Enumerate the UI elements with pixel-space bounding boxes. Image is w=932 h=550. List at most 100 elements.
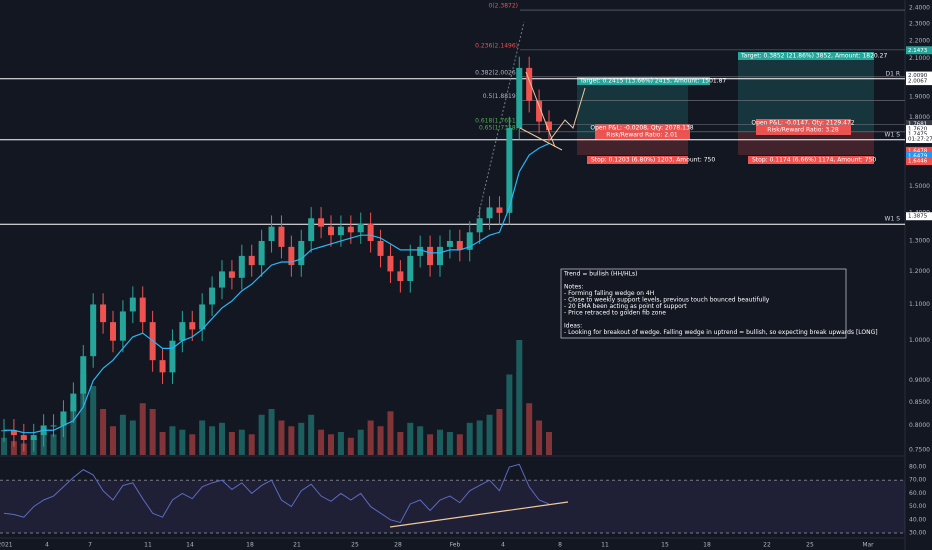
date-tick-label: Feb (450, 542, 461, 549)
candle-body (367, 223, 374, 241)
fib-label: 0(2.3872) (489, 3, 519, 10)
pnl-label-bg (756, 119, 851, 135)
price-tick-label: 2.4000 (909, 5, 930, 12)
fib-trend (477, 21, 525, 218)
volume-bar (100, 409, 107, 455)
candle-body (10, 430, 17, 436)
candle-body (476, 218, 483, 233)
price-tick-label: 1.0000 (909, 337, 930, 344)
price-badge-bg (906, 135, 932, 144)
note-line: - Looking for breakout of wedge. Falling… (564, 329, 878, 336)
volume-bar (228, 432, 235, 455)
volume-bar (456, 434, 463, 455)
candle-body (397, 271, 404, 282)
candle-body (209, 287, 216, 305)
candle-body (258, 240, 265, 266)
volume-bar (278, 420, 285, 455)
candle-body (318, 218, 325, 227)
price-badge-bg (906, 77, 932, 86)
price-tick-label: 1.2000 (909, 268, 930, 275)
candle-body (357, 223, 364, 233)
price-badge: 1.7475 (908, 132, 928, 138)
volume-bar (407, 422, 414, 455)
candle-body (536, 100, 543, 122)
volume-bar (536, 420, 543, 455)
note-line: Ideas: (564, 323, 582, 330)
stop-label: Stop: 0.1174 (6.66%) 1174, Amount: 750 (752, 157, 876, 164)
volume-bar (328, 434, 334, 455)
date-tick-label: 7 (88, 542, 92, 549)
price-tick-label: 0.8000 (909, 422, 930, 429)
volume-bar (60, 420, 67, 455)
volume-bar (268, 409, 275, 455)
volume-bar (357, 429, 364, 455)
volume-bar (466, 422, 473, 455)
price-badge-bg (906, 46, 932, 55)
candle-body (546, 121, 552, 131)
candle-body (139, 297, 146, 323)
rsi-tick-label: 60.00 (909, 490, 926, 497)
price-badge: 1.6479 (908, 153, 928, 159)
stop-label: Stop: 0.1203 (6.80%) 1203, Amount: 750 (591, 157, 715, 164)
price-badge: 1.3875 (908, 214, 928, 220)
stop-label-bg (587, 156, 688, 164)
volume-bar (50, 434, 57, 455)
volume-bar (258, 414, 265, 455)
date-tick-label: 11 (601, 542, 609, 549)
candle-body (437, 246, 443, 266)
volume-bar (189, 434, 196, 455)
note-line: - Price retraced to golden fib zone (564, 310, 666, 317)
note-line: Trend = bullish (HH/HLs) (563, 271, 637, 278)
price-tick-label: 0.8500 (909, 399, 930, 406)
price-tick-label: 1.8000 (909, 114, 930, 121)
price-badge: 1.6446 (908, 159, 928, 165)
volume-bar (80, 374, 87, 455)
date-tick-label: 4 (45, 542, 49, 549)
volume-bar (219, 422, 225, 455)
candle-body (30, 435, 37, 440)
volume-bar (417, 426, 424, 455)
volume-bar (526, 403, 533, 455)
date-tick-label: 14 (186, 542, 194, 549)
target-label-bg (738, 52, 874, 60)
price-badge-bg (906, 130, 932, 139)
candle-body (466, 232, 473, 250)
note-line: - Forming falling wedge on 4H (564, 290, 654, 297)
wedge-upper (525, 71, 556, 148)
date-tick-label: 25 (806, 542, 814, 549)
candle-body (129, 297, 136, 312)
date-tick-label: 25 (351, 542, 359, 549)
candle-body (189, 322, 196, 330)
date-tick-label: 18 (703, 542, 711, 549)
rsi-tick-label: 70.00 (909, 477, 926, 484)
price-badge: 2.1473 (908, 48, 928, 54)
candle-body (377, 240, 384, 256)
volume-bar (1, 437, 7, 455)
price-badge-bg (906, 157, 932, 166)
rsi-band (0, 480, 905, 533)
candle-body (278, 226, 285, 247)
volume-bar (347, 437, 354, 455)
candle-body (179, 322, 186, 341)
candle-body (50, 425, 57, 427)
volume-bar (298, 422, 305, 455)
volume-bar (387, 411, 394, 455)
candle-body (506, 128, 513, 213)
volume-bar (70, 403, 77, 455)
candle-body (169, 340, 176, 373)
price-tick-label: 1.1000 (909, 301, 930, 308)
rsi-tick-label: 80.00 (909, 464, 926, 471)
volume-bar (496, 409, 503, 455)
price-badge-bg (906, 151, 932, 160)
date-tick-label: 18 (246, 542, 254, 549)
candle-body (446, 240, 453, 247)
price-badge: 01:27:27 (908, 137, 932, 143)
date-tick-label: Mar (862, 542, 874, 549)
rr-label: Risk/Reward Ratio: 2.01 (606, 132, 678, 139)
volume-bar (90, 386, 97, 455)
date-tick-label: 11 (144, 542, 152, 549)
rr-label: Risk/Reward Ratio: 3.28 (767, 127, 839, 134)
date-tick-label: 2021 (0, 542, 13, 549)
note-line: - 20 EMA been acting as point of support (564, 303, 687, 310)
candle-body (248, 255, 255, 266)
